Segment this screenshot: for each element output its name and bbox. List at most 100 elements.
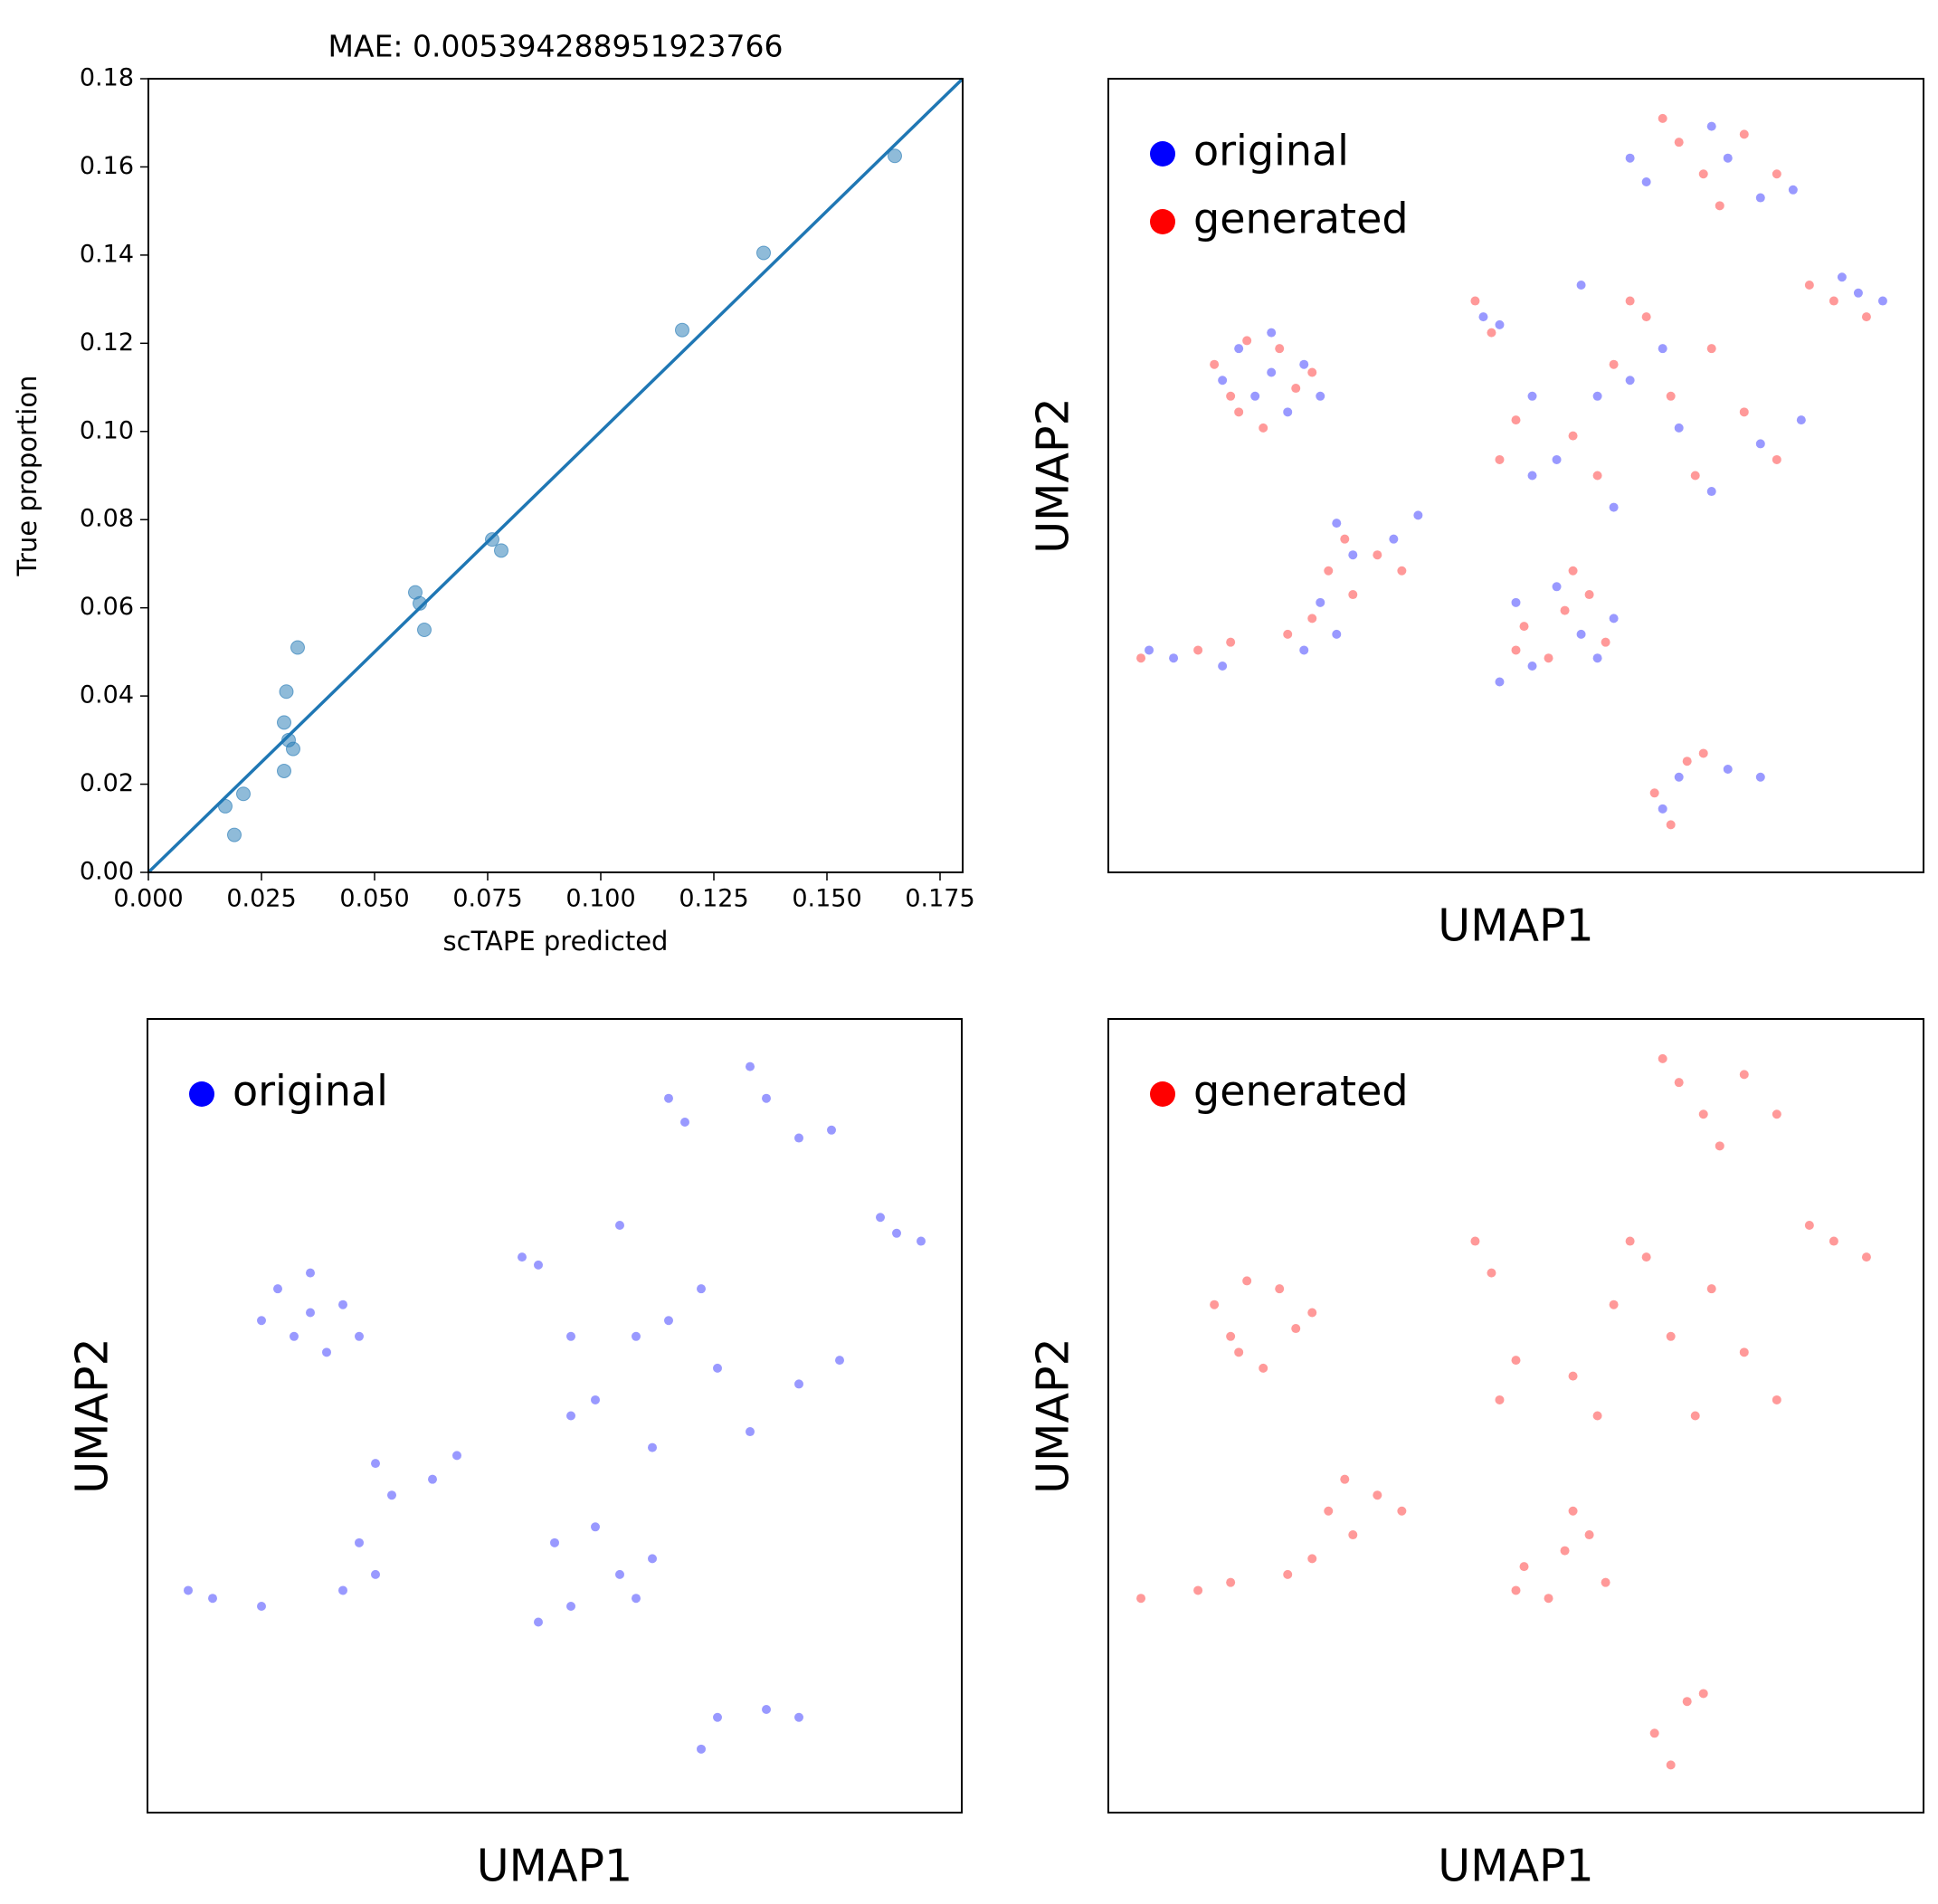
point	[1259, 1363, 1268, 1373]
point	[1609, 1299, 1619, 1309]
point	[452, 1451, 461, 1461]
point	[1772, 454, 1781, 464]
y-tick-label: 0.16	[80, 152, 134, 180]
point	[1397, 566, 1407, 576]
point	[1283, 407, 1293, 417]
legend-marker	[1150, 209, 1175, 234]
x-axis-label: scTAPE predicted	[443, 926, 669, 957]
point	[1324, 566, 1334, 576]
point	[1316, 391, 1325, 401]
plot-area	[184, 1061, 926, 1754]
point	[876, 1213, 885, 1223]
point	[1283, 1569, 1293, 1579]
point	[1706, 1284, 1716, 1294]
axes-frame	[1107, 1018, 1924, 1814]
point	[1649, 1728, 1659, 1738]
plot-area	[1136, 113, 1887, 830]
point	[1755, 193, 1765, 203]
point	[1373, 1490, 1382, 1500]
point	[1478, 312, 1488, 322]
point	[1576, 629, 1586, 639]
y-axis-label: UMAP2	[1028, 1338, 1079, 1493]
point	[762, 1704, 771, 1714]
point	[1348, 1530, 1358, 1540]
point	[1511, 645, 1521, 655]
point	[257, 1601, 266, 1611]
point	[1527, 391, 1537, 401]
point	[1576, 281, 1586, 290]
point	[1275, 344, 1285, 354]
y-tick-label: 0.10	[80, 416, 134, 444]
reference-line	[147, 77, 964, 874]
point	[794, 1133, 803, 1143]
point	[371, 1569, 380, 1579]
point	[1649, 788, 1659, 798]
point	[1193, 1585, 1203, 1595]
point	[1666, 820, 1676, 830]
point	[746, 1061, 755, 1071]
x-tick-label: 0.075	[452, 885, 522, 913]
point	[1739, 1347, 1749, 1357]
point	[518, 1252, 527, 1262]
point	[1250, 391, 1260, 401]
point	[1332, 629, 1342, 639]
y-tick-label: 0.02	[80, 769, 134, 797]
point	[1511, 1356, 1521, 1366]
point	[1698, 748, 1708, 758]
point	[417, 623, 432, 638]
point	[1495, 454, 1505, 464]
point	[1307, 614, 1317, 624]
point	[1519, 1562, 1529, 1572]
legend-label: generated	[1193, 1067, 1409, 1116]
legend-marker	[1150, 141, 1175, 167]
point	[1527, 471, 1537, 481]
point	[1658, 113, 1667, 123]
point	[1210, 359, 1220, 369]
point	[1291, 1324, 1301, 1334]
point	[1218, 661, 1228, 671]
axes-frame	[147, 1018, 963, 1814]
x-tick-label: 0.025	[226, 885, 296, 913]
point	[1861, 312, 1871, 322]
point	[1348, 550, 1358, 560]
point	[1470, 1236, 1480, 1246]
point	[566, 1411, 575, 1421]
point	[1641, 177, 1651, 187]
point	[494, 543, 508, 558]
point	[1169, 653, 1179, 663]
point	[1625, 1236, 1635, 1246]
point	[208, 1594, 217, 1604]
point	[1560, 1546, 1570, 1556]
point	[1495, 1395, 1505, 1404]
point	[534, 1260, 543, 1270]
point	[1715, 201, 1724, 211]
legend-marker	[189, 1081, 214, 1107]
point	[1861, 1252, 1871, 1262]
point	[1511, 1585, 1521, 1595]
point	[1568, 1506, 1578, 1516]
point	[1324, 1506, 1334, 1516]
point	[1609, 502, 1619, 512]
point	[1666, 1331, 1676, 1341]
point	[1674, 1078, 1684, 1088]
point	[236, 786, 251, 802]
point	[591, 1522, 600, 1532]
x-tick-label: 0.050	[339, 885, 409, 913]
point	[892, 1228, 901, 1238]
point	[1136, 1594, 1146, 1604]
y-tick-label: 0.00	[80, 858, 134, 886]
point	[1796, 415, 1806, 425]
point	[1234, 344, 1244, 354]
point	[1218, 376, 1228, 386]
point	[1698, 1689, 1708, 1699]
point	[1601, 1577, 1610, 1587]
point	[1307, 1554, 1317, 1564]
point	[290, 640, 305, 655]
point	[917, 1236, 926, 1246]
point	[1601, 637, 1610, 647]
x-axis-label: UMAP1	[1438, 900, 1593, 952]
point	[1568, 566, 1578, 576]
y-tick-label: 0.06	[80, 593, 134, 621]
point	[1234, 407, 1244, 417]
point	[632, 1594, 641, 1604]
